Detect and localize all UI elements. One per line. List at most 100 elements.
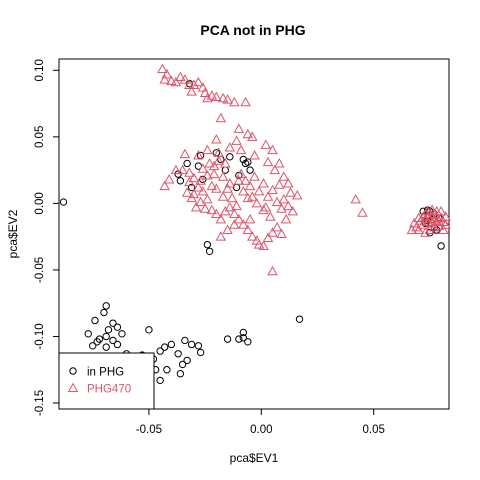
data-point bbox=[179, 74, 191, 84]
data-point bbox=[295, 315, 304, 323]
data-point bbox=[260, 139, 272, 149]
y-tick-label: -0.15 bbox=[34, 390, 46, 416]
data-point bbox=[262, 191, 274, 201]
data-point bbox=[145, 326, 153, 334]
data-point bbox=[188, 79, 200, 89]
series-phg470 bbox=[157, 63, 451, 276]
data-point bbox=[199, 203, 211, 213]
data-point bbox=[247, 191, 258, 201]
data-point bbox=[217, 171, 229, 181]
data-point bbox=[233, 175, 245, 185]
data-point bbox=[215, 231, 227, 241]
data-point bbox=[222, 224, 233, 235]
data-point bbox=[166, 75, 177, 85]
data-point bbox=[287, 205, 299, 216]
data-point bbox=[186, 86, 197, 96]
data-point bbox=[174, 350, 182, 358]
data-point bbox=[429, 221, 440, 232]
x-tick-label: 0.05 bbox=[363, 424, 385, 436]
data-point bbox=[274, 158, 285, 168]
data-point bbox=[199, 87, 211, 97]
data-point bbox=[183, 159, 191, 168]
data-point bbox=[170, 164, 182, 175]
data-point bbox=[226, 153, 234, 161]
data-point bbox=[238, 185, 249, 196]
data-point bbox=[208, 160, 220, 171]
data-point bbox=[247, 231, 258, 241]
data-point bbox=[271, 221, 283, 232]
data-point bbox=[217, 191, 229, 201]
data-point bbox=[203, 240, 212, 249]
data-point bbox=[176, 370, 185, 378]
y-axis-label: pca$EV2 bbox=[6, 209, 20, 258]
data-point bbox=[271, 196, 283, 207]
data-point bbox=[233, 213, 245, 224]
data-point bbox=[437, 242, 445, 250]
data-point bbox=[350, 193, 361, 204]
data-point bbox=[109, 319, 117, 327]
data-point bbox=[357, 207, 368, 217]
data-point bbox=[197, 185, 209, 196]
data-point bbox=[424, 224, 436, 235]
data-point bbox=[278, 171, 290, 181]
data-point bbox=[244, 213, 256, 224]
data-point bbox=[202, 92, 213, 103]
data-point bbox=[156, 347, 164, 355]
data-point bbox=[231, 200, 242, 211]
data-point bbox=[226, 192, 238, 203]
data-point bbox=[244, 338, 252, 346]
data-point bbox=[251, 197, 263, 208]
data-point bbox=[235, 171, 243, 180]
data-point bbox=[208, 168, 220, 179]
data-point bbox=[204, 158, 215, 168]
data-point bbox=[239, 328, 248, 337]
data-point bbox=[197, 163, 209, 173]
data-point bbox=[246, 166, 254, 174]
data-point bbox=[190, 201, 202, 212]
data-point bbox=[235, 144, 247, 155]
data-point bbox=[202, 170, 213, 180]
data-point bbox=[84, 330, 92, 338]
data-point bbox=[187, 340, 196, 349]
y-tick-label: 0.05 bbox=[34, 126, 46, 148]
data-point bbox=[244, 180, 256, 191]
data-point bbox=[193, 76, 204, 87]
x-tick-label: -0.05 bbox=[136, 424, 162, 436]
data-point bbox=[278, 193, 290, 204]
data-point bbox=[267, 265, 278, 276]
data-point bbox=[267, 227, 278, 237]
data-point bbox=[244, 158, 252, 166]
data-point bbox=[157, 63, 168, 74]
data-point bbox=[213, 155, 224, 165]
data-point bbox=[235, 335, 243, 343]
data-point bbox=[211, 208, 222, 219]
data-point bbox=[188, 188, 200, 199]
data-point bbox=[440, 219, 451, 229]
data-point bbox=[89, 342, 97, 350]
data-point bbox=[229, 208, 240, 219]
data-point bbox=[161, 68, 173, 79]
data-point bbox=[276, 203, 287, 213]
data-point bbox=[202, 193, 213, 204]
x-tick-label: 0.00 bbox=[250, 424, 272, 436]
data-point bbox=[233, 123, 245, 133]
data-point bbox=[224, 142, 236, 152]
data-point bbox=[176, 177, 185, 185]
data-point bbox=[292, 189, 303, 200]
data-point bbox=[102, 302, 110, 310]
data-point bbox=[160, 343, 169, 351]
data-point bbox=[196, 348, 205, 357]
data-point bbox=[280, 213, 292, 224]
data-point bbox=[202, 144, 213, 155]
data-point bbox=[238, 219, 249, 229]
data-point bbox=[193, 181, 204, 192]
data-point bbox=[408, 217, 420, 228]
data-point bbox=[267, 184, 278, 195]
data-point bbox=[240, 96, 251, 107]
data-point bbox=[197, 82, 209, 92]
data-point bbox=[167, 340, 176, 349]
chart-title: PCA not in PHG bbox=[200, 22, 305, 38]
data-point bbox=[435, 205, 447, 216]
data-point bbox=[184, 167, 195, 177]
